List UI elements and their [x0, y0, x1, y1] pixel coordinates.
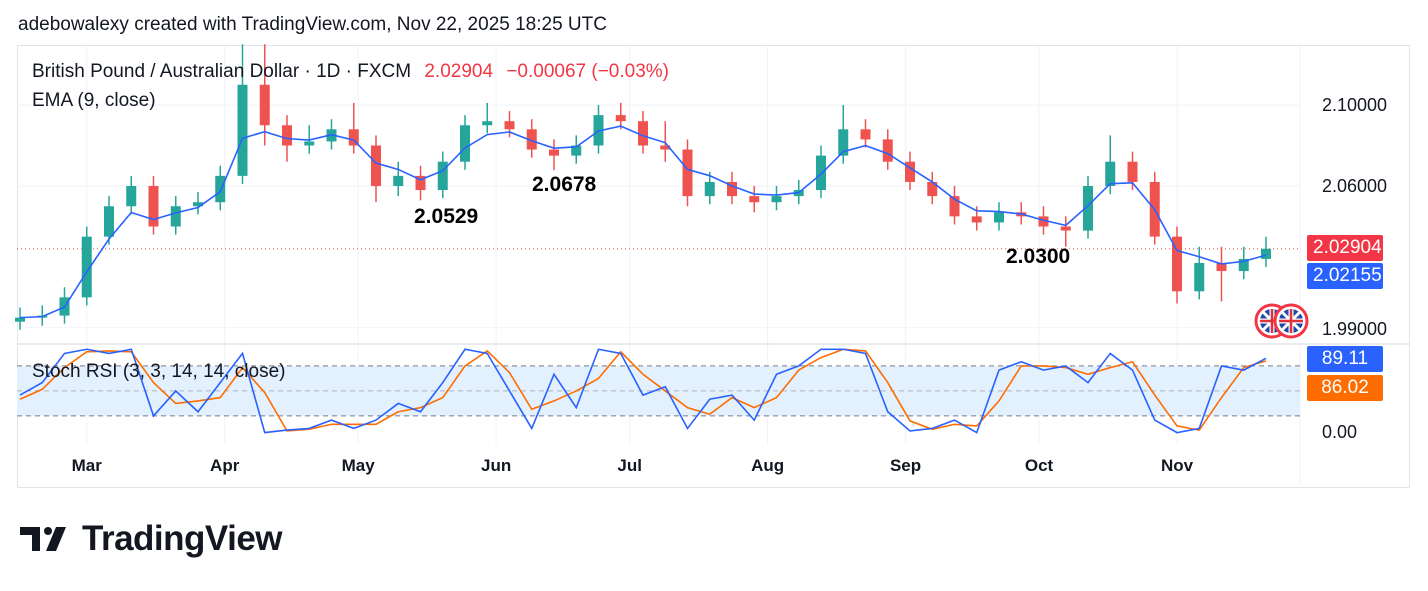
candle-body [282, 125, 292, 146]
candle-body [1105, 161, 1116, 186]
last-price: 2.02904 [424, 61, 494, 82]
candle-body [415, 175, 426, 191]
time-tick: Apr [210, 456, 240, 475]
candle-body [638, 121, 648, 146]
ema-legend[interactable]: EMA (9, close) [32, 90, 156, 111]
price-change: −0.00067 (−0.03%) [506, 61, 670, 82]
candle-body [1127, 161, 1138, 182]
candle-body [927, 181, 938, 197]
chart-frame [17, 45, 1410, 488]
candle-body [170, 206, 181, 227]
time-tick: Sep [889, 456, 922, 475]
symbol-title: British Pound / Australian Dollar · 1D ·… [32, 61, 412, 82]
stoch-tick: 0.00 [1322, 422, 1358, 442]
candle-body [771, 196, 782, 203]
candle-body [148, 186, 159, 227]
candle-body [549, 149, 559, 156]
logo-text: TradingView [82, 519, 283, 558]
candle-body [1172, 236, 1182, 292]
time-tick: Jul [617, 456, 642, 475]
tradingview-logo-icon [20, 527, 66, 551]
uk-flag-icon [1273, 303, 1309, 339]
candle-body [682, 149, 693, 197]
candle-body [727, 181, 737, 197]
candle-body [348, 129, 359, 146]
candle-body [838, 129, 849, 156]
candle-body [304, 141, 315, 146]
candle-body [1083, 186, 1093, 231]
price-tick: 1.99000 [1322, 319, 1388, 339]
candle-body [1216, 262, 1227, 272]
tradingview-logo[interactable]: TradingView [20, 519, 283, 559]
stoch-k-line [19, 348, 1267, 434]
candle-body [104, 206, 114, 237]
candle-body [949, 196, 960, 217]
last-price-badge: 2.02904 [1307, 235, 1383, 261]
candle-body [193, 202, 203, 207]
candle-body [660, 145, 671, 150]
time-tick: Mar [71, 456, 102, 475]
candle-body [994, 212, 1004, 223]
candle-body [615, 115, 626, 122]
candle-body [860, 129, 871, 140]
price-tick: 2.06000 [1322, 176, 1388, 196]
k-value-badge: 89.11 [1307, 346, 1383, 372]
candle-body [526, 129, 537, 150]
candle-body [81, 236, 92, 298]
time-tick: Jun [481, 456, 512, 475]
candle-body [1038, 216, 1049, 227]
annotation-low-may: 2.0529 [414, 205, 479, 228]
candle-body [1238, 258, 1249, 272]
candle-body [882, 139, 893, 162]
candle-body [482, 121, 493, 126]
candle-body [1060, 226, 1071, 231]
candle-body [460, 125, 470, 162]
time-tick: Oct [1024, 456, 1054, 475]
stoch-rsi-legend[interactable]: Stoch RSI (3, 3, 14, 14, close) [32, 361, 286, 382]
candle-body [393, 175, 404, 186]
candle-body [237, 84, 248, 176]
time-tick: Nov [1160, 456, 1194, 475]
candle-body [215, 175, 226, 203]
candle-body [816, 155, 826, 191]
candle-body [371, 145, 381, 186]
ema-line [19, 125, 1267, 319]
candle-body [1261, 248, 1271, 259]
candle-body [259, 84, 270, 126]
candle-body [126, 186, 137, 207]
candle-body [15, 317, 25, 322]
annotation-low-jun: 2.0678 [532, 173, 597, 196]
candle-body [571, 145, 582, 156]
annotation-low-oct: 2.0300 [1006, 245, 1071, 268]
candle-body [749, 196, 760, 203]
chart-credit: adebowalexy created with TradingView.com… [18, 14, 607, 35]
candle-body [905, 161, 915, 182]
candle-body [504, 121, 515, 130]
price-tick: 2.10000 [1322, 95, 1388, 115]
candle-body [704, 181, 715, 197]
symbol-legend[interactable]: British Pound / Australian Dollar · 1D ·… [32, 61, 669, 83]
d-value-badge: 86.02 [1307, 375, 1383, 401]
time-tick: Aug [751, 456, 785, 475]
time-tick: May [341, 456, 375, 475]
candle-body [437, 161, 448, 191]
candle-body [971, 216, 982, 223]
candle-body [1194, 262, 1205, 292]
ema-value-badge: 2.02155 [1307, 263, 1383, 289]
